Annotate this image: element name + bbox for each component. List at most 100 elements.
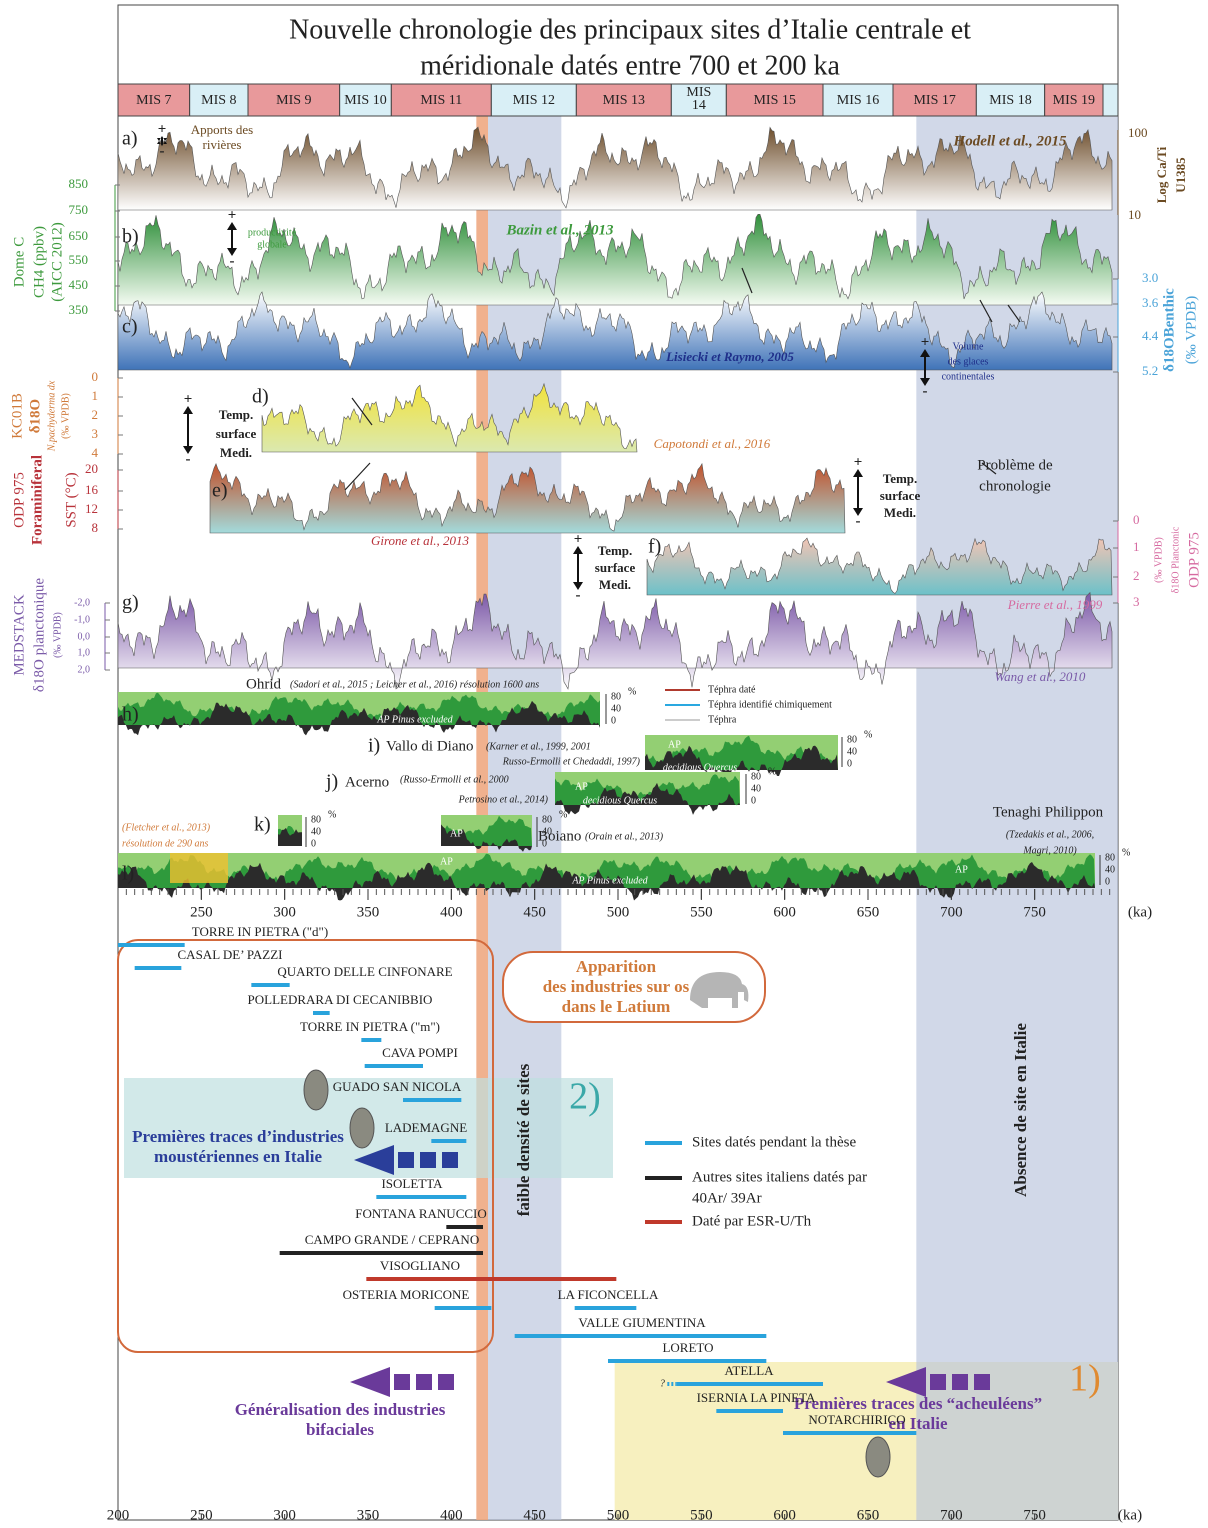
label: dans le Latium <box>562 997 671 1016</box>
pollen-pinus <box>441 824 532 852</box>
label: Girone et al., 2013 <box>371 533 470 548</box>
arrow-block <box>442 1152 458 1168</box>
x-tick-label: 650 <box>857 1507 880 1523</box>
label: Temp. <box>883 471 918 486</box>
x-tick-label: 550 <box>690 1507 713 1523</box>
legend-label: Daté par ESR-U/Th <box>692 1213 812 1229</box>
arrow-head <box>227 222 237 256</box>
label: en Italie <box>888 1414 947 1433</box>
label: Lisiecki et Raymo, 2005 <box>665 349 794 364</box>
label: (‰ VPDB) <box>60 393 71 439</box>
label: k) <box>254 814 271 836</box>
mis-stage <box>189 83 249 117</box>
mis-label: MIS 8 <box>201 93 236 108</box>
label: Petrosino et al., 2014) <box>458 794 549 805</box>
label: (Karner et al., 1999, 2001 <box>486 741 591 752</box>
side-tick-label: 3.6 <box>1142 295 1159 310</box>
label: e) <box>212 480 228 502</box>
arrow-block <box>398 1152 414 1168</box>
side-tick-label: 0,0 <box>78 631 91 642</box>
mis-label: MIS 10 <box>344 93 386 108</box>
label: Temp. <box>219 407 254 422</box>
label: 40 <box>847 746 857 757</box>
mis-label: MIS <box>686 85 711 100</box>
mis-label: MIS 18 <box>989 93 1031 108</box>
arrow-block <box>930 1374 946 1390</box>
side-tick-label: 3.0 <box>1142 270 1158 285</box>
label: Bazin et al., 2013 <box>505 222 614 238</box>
x-tick-label: 250 <box>190 904 213 920</box>
x-tick-label: 200 <box>107 1507 130 1523</box>
label: productivité <box>248 227 297 238</box>
site-name: VALLE GIUMENTINA <box>578 1315 706 1330</box>
label: h) <box>122 704 139 726</box>
x-tick-label: 500 <box>607 904 630 920</box>
label: CH4 (ppbv) <box>31 226 47 298</box>
label: 80 <box>1105 852 1115 863</box>
site-name: LADEMAGNE <box>385 1120 467 1135</box>
title: méridionale datés entre 700 et 200 ka <box>420 50 840 81</box>
side-tick-label: 650 <box>69 228 89 243</box>
label: a) <box>122 128 138 150</box>
mis-label: MIS 9 <box>276 93 311 108</box>
mis-stage <box>975 83 1046 117</box>
label: Absence de site en Italie <box>1011 1023 1030 1197</box>
side-tick-label: 16 <box>85 482 99 497</box>
label: 80 <box>311 814 321 825</box>
x-tick-label: 650 <box>857 904 880 920</box>
label: AP <box>575 781 588 792</box>
label: Premières traces des “acheuléens” <box>794 1394 1042 1413</box>
uncertain-mark: ? <box>660 1378 665 1389</box>
label: Ohrid <box>246 676 281 692</box>
label: b) <box>122 226 139 248</box>
side-tick-label: 12 <box>85 501 98 516</box>
label: (Sadori et al., 2015 ; Leicher et al., 2… <box>290 679 539 690</box>
site-name: ISERNIA LA PINETA <box>697 1390 816 1405</box>
arrow-block <box>438 1374 454 1390</box>
arrow-block <box>974 1374 990 1390</box>
label: Medi. <box>884 505 916 520</box>
axis-unit: (ka) <box>1128 904 1152 920</box>
site-name: QUARTO DELLE CINFONARE <box>277 964 452 979</box>
label: ODP 975 <box>11 472 27 528</box>
label: 100 <box>1128 125 1148 140</box>
mis-stage <box>670 83 727 117</box>
double-arrow <box>741 267 753 294</box>
label: Problème de <box>977 457 1053 473</box>
site-name: CAVA POMPI <box>382 1045 458 1060</box>
label: j) <box>325 771 338 793</box>
side-tick-label: 3 <box>92 426 99 441</box>
side-tick-label: 750 <box>69 202 89 217</box>
label: Russo-Ermolli et Chedaddi, 1997) <box>502 756 641 767</box>
label: faible densité de sites <box>514 1063 533 1216</box>
label: Temp. <box>598 543 633 558</box>
label: % <box>328 809 336 820</box>
label: Boiano <box>538 828 581 844</box>
label: 40 <box>311 826 321 837</box>
label: Medi. <box>599 577 631 592</box>
yellow-segment <box>170 853 228 883</box>
label: Apports des <box>191 122 253 137</box>
stone-tool-icon <box>303 1069 329 1111</box>
stone-tool-icon <box>865 1436 891 1478</box>
label: AP <box>440 856 453 867</box>
label: des glaces <box>948 356 989 367</box>
arrow-block <box>952 1374 968 1390</box>
site-name: LORETO <box>662 1340 713 1355</box>
pollen-pinus <box>118 700 600 736</box>
x-tick-label: 600 <box>773 904 796 920</box>
label: surface <box>595 560 636 575</box>
legend-label: 40Ar/ 39Ar <box>692 1190 762 1206</box>
pollen-pinus <box>555 782 740 815</box>
label: % <box>768 766 776 777</box>
mis-stage <box>390 83 492 117</box>
side-tick-label: 3 <box>1133 594 1140 609</box>
mis-stage <box>1102 83 1119 117</box>
side-tick-label: 2,0 <box>78 664 91 675</box>
plus-sign: + <box>158 121 167 137</box>
site-name: CAMPO GRANDE / CEPRANO <box>305 1232 479 1247</box>
mis-label: MIS 12 <box>513 93 555 108</box>
label: % <box>864 729 872 740</box>
label: Magri, 2010) <box>1022 845 1077 856</box>
